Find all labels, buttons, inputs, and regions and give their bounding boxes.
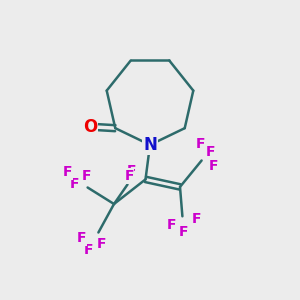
Text: F: F	[208, 159, 218, 173]
Text: F: F	[192, 212, 202, 226]
Text: F: F	[206, 145, 215, 159]
Text: F: F	[124, 169, 134, 183]
Text: F: F	[97, 238, 106, 251]
Text: F: F	[179, 225, 189, 239]
Text: O: O	[83, 118, 97, 136]
Text: F: F	[81, 169, 91, 182]
Text: F: F	[84, 243, 94, 257]
Text: F: F	[126, 164, 136, 178]
Text: F: F	[195, 137, 205, 151]
Text: F: F	[167, 218, 177, 232]
Text: F: F	[69, 178, 79, 191]
Text: F: F	[62, 165, 72, 179]
Text: N: N	[143, 136, 157, 154]
Text: F: F	[77, 231, 87, 245]
